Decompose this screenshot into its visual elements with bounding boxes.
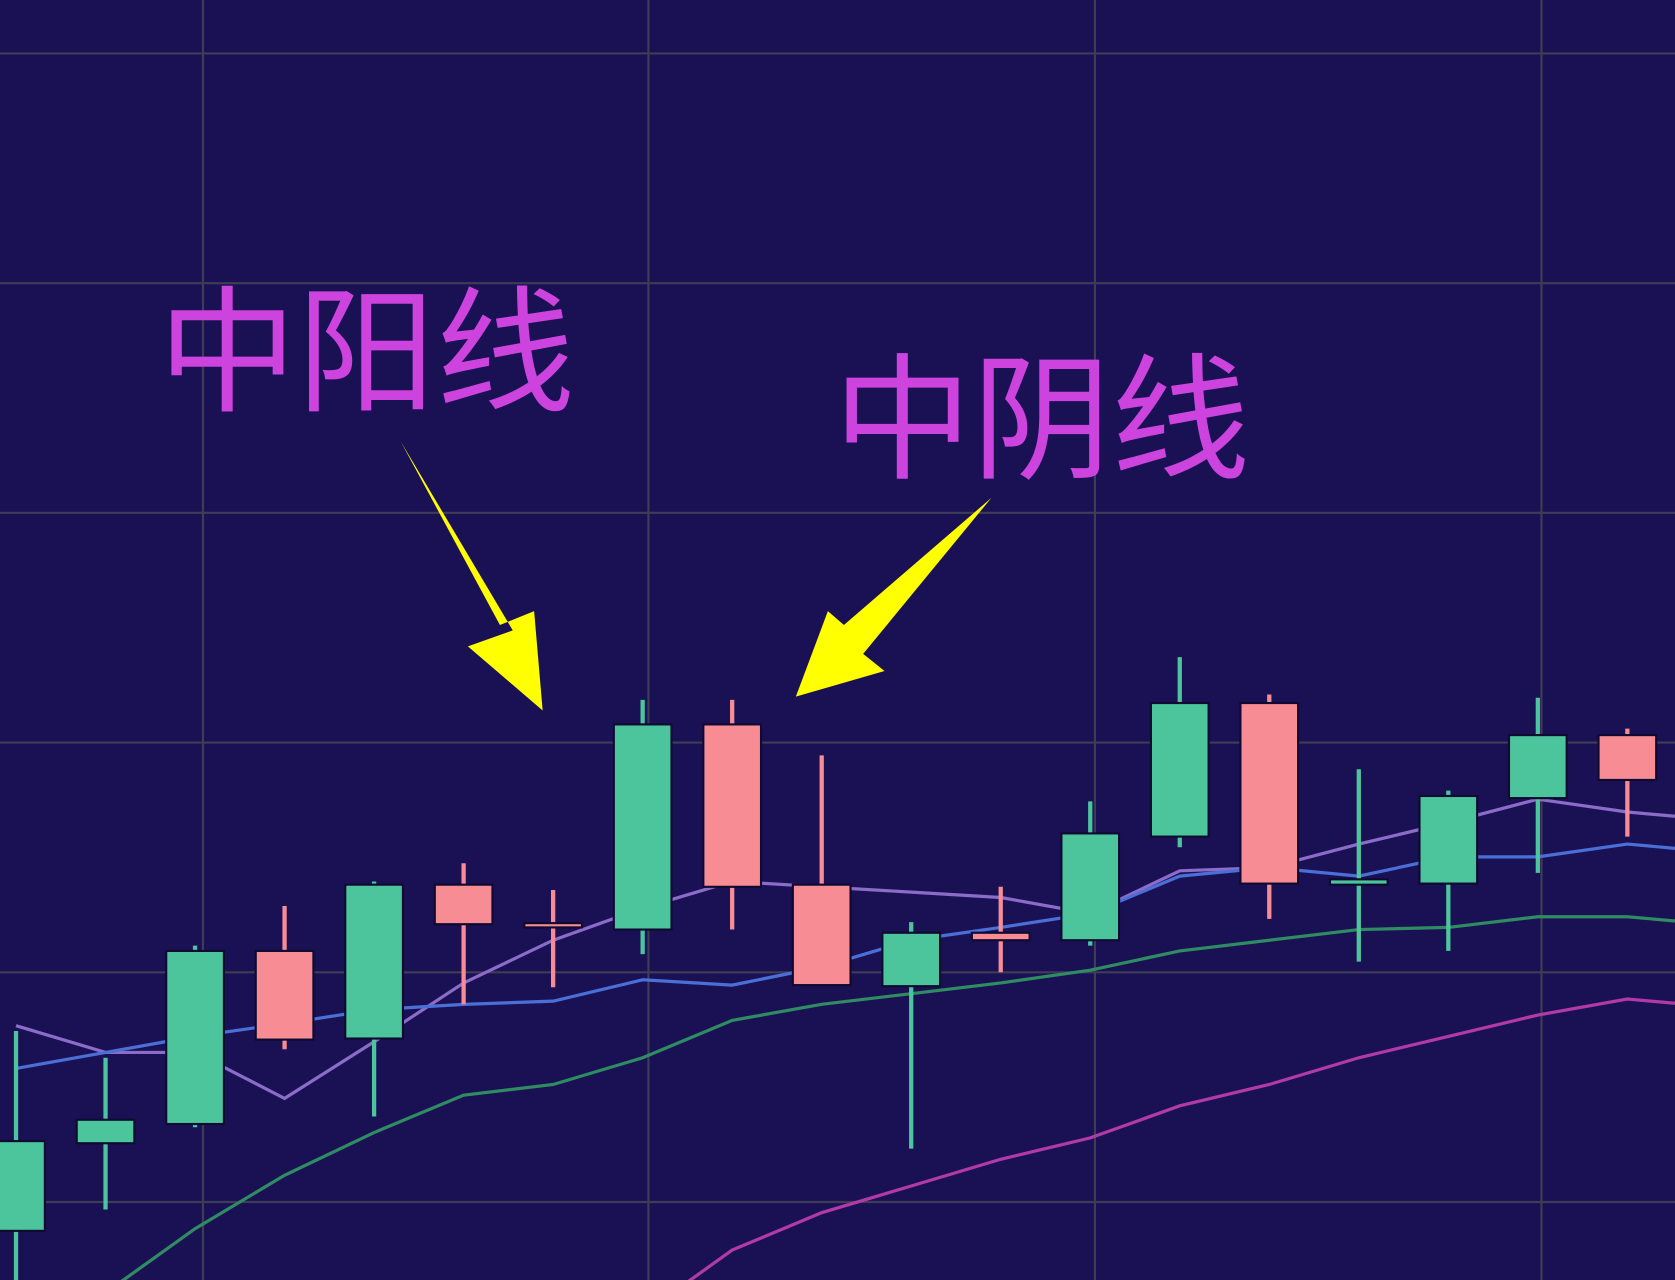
candle-up <box>1507 697 1568 873</box>
candle-body <box>1507 734 1568 800</box>
candle-up <box>881 922 942 1149</box>
candle-up <box>1328 769 1389 962</box>
candle-body <box>612 723 673 931</box>
candle-down <box>1239 694 1300 919</box>
candles <box>0 657 1658 1280</box>
candle-down <box>254 906 315 1050</box>
candle-up <box>344 881 405 1117</box>
candle-body <box>970 931 1031 942</box>
candle-up <box>75 1057 136 1210</box>
candle-body <box>75 1118 136 1145</box>
annotation-arrow-yin <box>795 497 992 697</box>
candle-body <box>1597 734 1658 782</box>
candle-body <box>1149 701 1210 838</box>
candle-body <box>881 931 942 988</box>
annotations: 中阳线 中阴线 <box>158 275 1250 711</box>
candle-down <box>970 886 1031 973</box>
candle-down <box>433 863 494 1005</box>
candle-body <box>1328 878 1389 886</box>
candle-body <box>1418 794 1479 885</box>
candle-up <box>1060 801 1121 946</box>
moving-average-line-4 <box>687 997 1675 1280</box>
candle-up <box>165 945 225 1128</box>
annotation-label-yin: 中阴线 <box>833 342 1250 501</box>
candle-body <box>1239 701 1300 885</box>
candle-up <box>1418 790 1479 951</box>
candle-body <box>344 883 405 1040</box>
candle-down <box>791 755 852 987</box>
candle-body <box>254 949 315 1041</box>
candle-body <box>1060 832 1121 942</box>
candle-body <box>433 883 494 926</box>
candle-up <box>1149 657 1210 848</box>
annotation-arrow-yang <box>400 441 543 711</box>
candle-up <box>0 1031 46 1280</box>
candle-down <box>1597 728 1658 837</box>
candle-body <box>702 723 763 888</box>
candle-body <box>0 1140 46 1232</box>
candle-down <box>702 699 763 930</box>
candle-body <box>791 883 852 987</box>
annotation-label-yang: 中阳线 <box>158 275 575 434</box>
candle-body <box>523 922 584 929</box>
candle-up <box>612 699 673 955</box>
candle-body <box>165 949 225 1126</box>
candle-down <box>523 890 584 988</box>
